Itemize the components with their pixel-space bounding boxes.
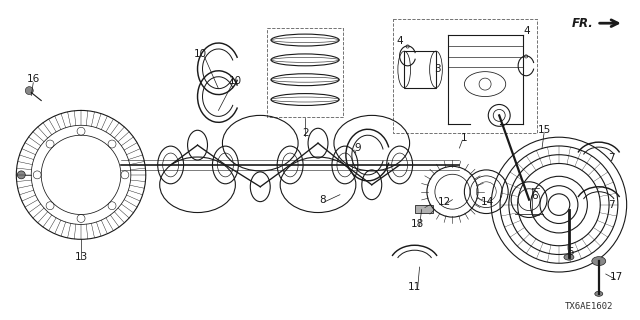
- Text: 12: 12: [438, 196, 451, 207]
- Ellipse shape: [564, 254, 574, 260]
- Text: 7: 7: [609, 200, 615, 210]
- Text: 11: 11: [408, 282, 421, 292]
- Text: 4: 4: [524, 26, 531, 36]
- Text: 15: 15: [538, 125, 550, 135]
- Ellipse shape: [592, 257, 605, 266]
- Bar: [415, 204, 433, 212]
- Text: 6: 6: [531, 191, 538, 201]
- Text: 7: 7: [609, 153, 615, 163]
- Bar: [268, 28, 343, 117]
- Text: TX6AE1602: TX6AE1602: [564, 302, 613, 311]
- Text: 17: 17: [610, 272, 623, 282]
- Text: 5: 5: [568, 247, 574, 257]
- Text: 18: 18: [411, 220, 424, 229]
- Circle shape: [17, 171, 26, 179]
- Text: FR.: FR.: [572, 17, 594, 30]
- Ellipse shape: [595, 291, 603, 296]
- Text: 8: 8: [319, 195, 326, 205]
- Circle shape: [26, 87, 33, 95]
- Text: 3: 3: [434, 64, 441, 74]
- Text: 4: 4: [396, 36, 403, 46]
- Text: 1: 1: [461, 133, 468, 143]
- Text: 2: 2: [301, 128, 308, 138]
- Bar: [393, 19, 537, 133]
- Text: 16: 16: [27, 74, 40, 84]
- Text: 14: 14: [481, 196, 494, 207]
- Text: 10: 10: [229, 76, 242, 86]
- Text: 9: 9: [355, 143, 361, 153]
- Text: 10: 10: [194, 49, 207, 59]
- Bar: [404, 51, 436, 88]
- Text: 13: 13: [74, 252, 88, 262]
